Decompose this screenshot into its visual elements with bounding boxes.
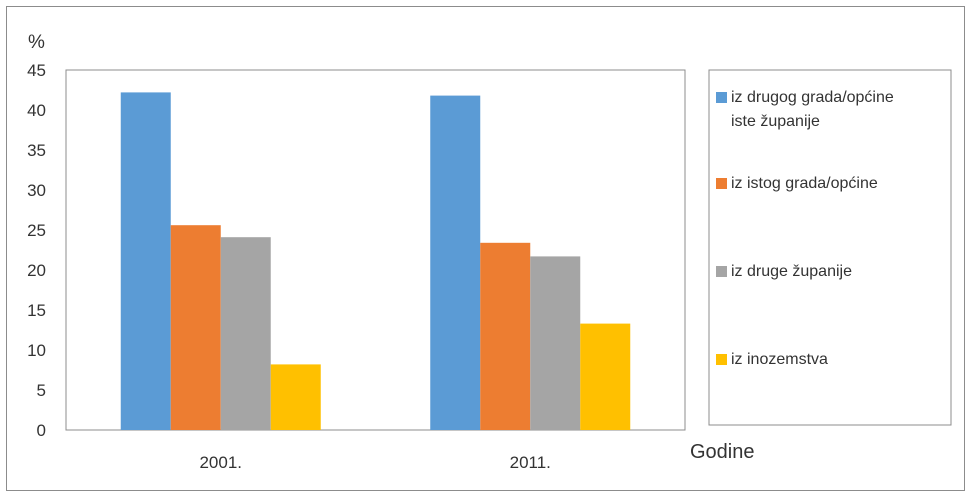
legend-label: iz druge županije xyxy=(731,263,852,280)
bar xyxy=(530,256,581,430)
y-tick-label: 40 xyxy=(27,101,46,120)
y-axis-unit-label: % xyxy=(28,32,45,53)
legend: iz drugog grada/općine iste županije iz is… xyxy=(708,69,952,426)
y-tick-label: 25 xyxy=(27,221,46,240)
x-category-label: 2011. xyxy=(510,453,551,472)
y-tick-label: 30 xyxy=(27,181,46,200)
bar xyxy=(120,92,171,431)
x-category-label: 2001. xyxy=(199,453,242,472)
y-tick-label: 0 xyxy=(37,421,46,440)
bars-layer xyxy=(120,92,631,431)
legend-swatch xyxy=(716,354,727,365)
x-axis-categories: 2001. 2011. xyxy=(199,453,550,472)
legend-label: iz inozemstva xyxy=(731,351,828,368)
x-axis-title: Godine xyxy=(690,441,755,463)
legend-box xyxy=(708,69,952,426)
axes-layer: % 0 5 10 15 20 25 30 35 40 45 2001. 2011. Godine xyxy=(27,32,754,472)
y-tick-label: 15 xyxy=(27,301,46,320)
legend-label: iz istog grada/općine xyxy=(731,175,878,192)
y-axis-ticks: 0 5 10 15 20 25 30 35 40 45 xyxy=(27,61,46,440)
bar xyxy=(430,95,481,430)
y-tick-label: 5 xyxy=(37,381,46,400)
legend-label: iste županije xyxy=(731,113,820,130)
legend-label: iz drugog grada/općine xyxy=(731,89,894,106)
bar xyxy=(580,323,631,430)
bar xyxy=(270,364,321,430)
y-tick-label: 10 xyxy=(27,341,46,360)
y-tick-label: 45 xyxy=(27,61,46,80)
legend-swatch xyxy=(716,92,727,103)
y-tick-label: 35 xyxy=(27,141,46,160)
plot-area xyxy=(65,69,686,431)
bar xyxy=(480,242,531,430)
legend-swatch xyxy=(716,178,727,189)
bar xyxy=(220,237,271,430)
y-tick-label: 20 xyxy=(27,261,46,280)
bar xyxy=(170,225,221,430)
legend-swatch xyxy=(716,266,727,277)
